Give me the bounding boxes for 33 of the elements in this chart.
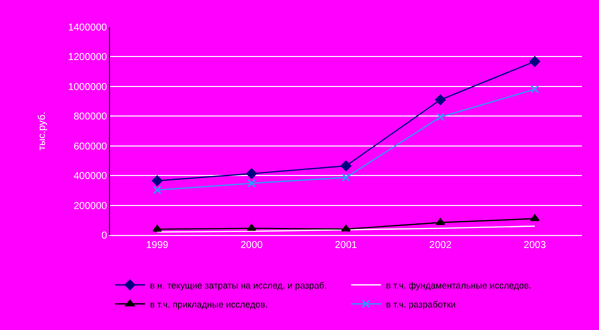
point [435,94,446,106]
y-tick-label: 1000000 [68,82,108,93]
x-tick-label: 2003 [524,240,546,251]
x-tick-label: 2002 [429,240,452,251]
point [436,218,446,226]
legend-label: в т.ч. прикладные исследов. [150,299,268,310]
y-tick-label: 1400000 [68,22,108,34]
x-tick-label: 2000 [240,240,264,251]
point [341,224,351,232]
y-tick-label: 1200000 [68,52,108,64]
point [342,173,350,182]
point [152,175,162,186]
point [246,224,256,231]
point [152,224,162,232]
y-tick-label: 600000 [74,141,108,152]
y-tick-label: 200000 [74,200,108,212]
point [246,168,257,179]
y-tick-label: 400000 [74,171,108,182]
legend-label: в т.ч. разработки [386,299,456,310]
point [436,112,445,122]
legend-label: в т.ч. фундаментальные исследов. [386,280,532,290]
x-tick-label: 2001 [334,240,358,251]
y-axis-title: тыс.руб. [37,112,48,150]
y-tick-label: 0 [101,230,108,242]
legend-label: в н. текущие затраты на исслед. и разраб. [150,280,327,290]
point [247,179,256,188]
point [340,160,352,172]
point [530,85,540,94]
point [530,214,540,222]
x-tick-label: 1999 [146,240,169,251]
y-tick-label: 800000 [74,112,108,123]
point [530,56,540,67]
point [152,186,162,194]
